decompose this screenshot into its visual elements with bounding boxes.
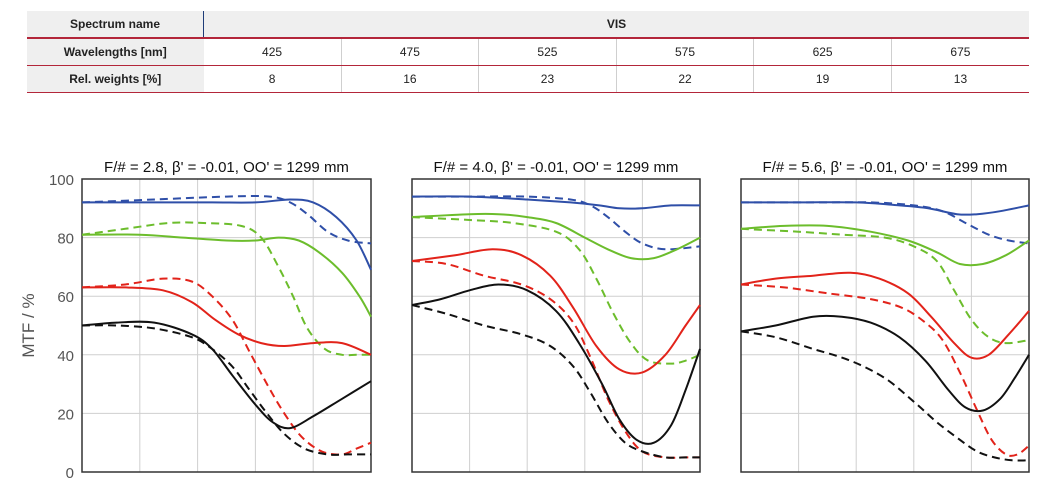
series-black-dashed [81, 324, 372, 456]
series-blue-dashed [740, 201, 1030, 245]
mtf-charts: MTF / % F/# = 2.8, β' = -0.01, OO' = 1299… [19, 159, 1030, 482]
series-green-solid [81, 233, 372, 318]
panel-title: F/# = 4.0, β' = -0.01, OO' = 1299 mm [434, 159, 679, 176]
mtf-panel-2: F/# = 4.0, β' = -0.01, OO' = 1299 mm [411, 159, 701, 473]
weights-label: Rel. weights [%] [27, 65, 204, 93]
y-tick-label: 60 [57, 289, 74, 306]
series-blue-dashed [412, 195, 701, 251]
series-blue-solid [740, 201, 1030, 216]
y-tick-label: 0 [66, 465, 74, 482]
weight-cell: 22 [616, 65, 755, 93]
series-red-solid [411, 248, 701, 375]
mtf-panel-3: F/# = 5.6, β' = -0.01, OO' = 1299 mm [740, 159, 1030, 473]
series-green-dashed [81, 221, 371, 357]
wavelengths-row: Wavelengths [nm] 425 475 525 575 625 675 [27, 38, 1029, 66]
weight-cell: 13 [891, 65, 1029, 93]
series-green-solid [740, 224, 1030, 267]
series-red-dashed [81, 277, 372, 456]
wavelength-cell: 475 [341, 38, 480, 66]
series-blue-dashed [81, 195, 372, 245]
series-blue-solid [81, 198, 372, 271]
series-black-dashed [740, 330, 1030, 462]
series-green-solid [411, 212, 701, 261]
weight-cell: 19 [753, 65, 892, 93]
series-blue-solid [411, 195, 701, 210]
spectrum-name-row: Spectrum name VIS [27, 11, 1029, 39]
y-tick-label: 100 [49, 172, 74, 189]
weight-cell: 8 [203, 65, 342, 93]
series-red-dashed [740, 283, 1030, 457]
wavelength-cell: 575 [616, 38, 755, 66]
plot-frame [411, 178, 701, 473]
y-tick-label: 40 [57, 348, 74, 365]
weight-cell: 16 [341, 65, 480, 93]
series-black-solid [81, 320, 372, 430]
y-tick-label: 80 [57, 231, 74, 248]
series-red-solid [740, 271, 1030, 360]
wavelength-cell: 625 [753, 38, 892, 66]
wavelength-cell: 675 [891, 38, 1029, 66]
panel-title: F/# = 2.8, β' = -0.01, OO' = 1299 mm [104, 159, 349, 176]
spectrum-name-label: Spectrum name [27, 11, 204, 39]
spectrum-table: Spectrum name VIS Wavelengths [nm] 425 4… [27, 11, 1029, 93]
weight-cell: 23 [478, 65, 617, 93]
series-black-solid [740, 314, 1030, 413]
y-axis-label: MTF / % [19, 293, 38, 357]
plot-frame [740, 178, 1030, 473]
series-red-solid [81, 286, 372, 356]
panel-title: F/# = 5.6, β' = -0.01, OO' = 1299 mm [763, 159, 1008, 176]
series-green-dashed [411, 216, 701, 365]
series-black-dashed [411, 304, 700, 459]
series-green-dashed [740, 227, 1030, 345]
y-tick-label: 20 [57, 406, 74, 423]
series-red-dashed [411, 260, 700, 459]
wavelength-cell: 425 [203, 38, 342, 66]
mtf-panel-1: F/# = 2.8, β' = -0.01, OO' = 1299 mm 0 20 4… [49, 159, 372, 482]
wavelength-cell: 525 [478, 38, 617, 66]
wavelengths-label: Wavelengths [nm] [27, 38, 204, 66]
weights-row: Rel. weights [%] 8 16 23 22 19 13 [27, 65, 1029, 93]
spectrum-name-value: VIS [203, 11, 1029, 39]
series-black-solid [411, 283, 701, 445]
